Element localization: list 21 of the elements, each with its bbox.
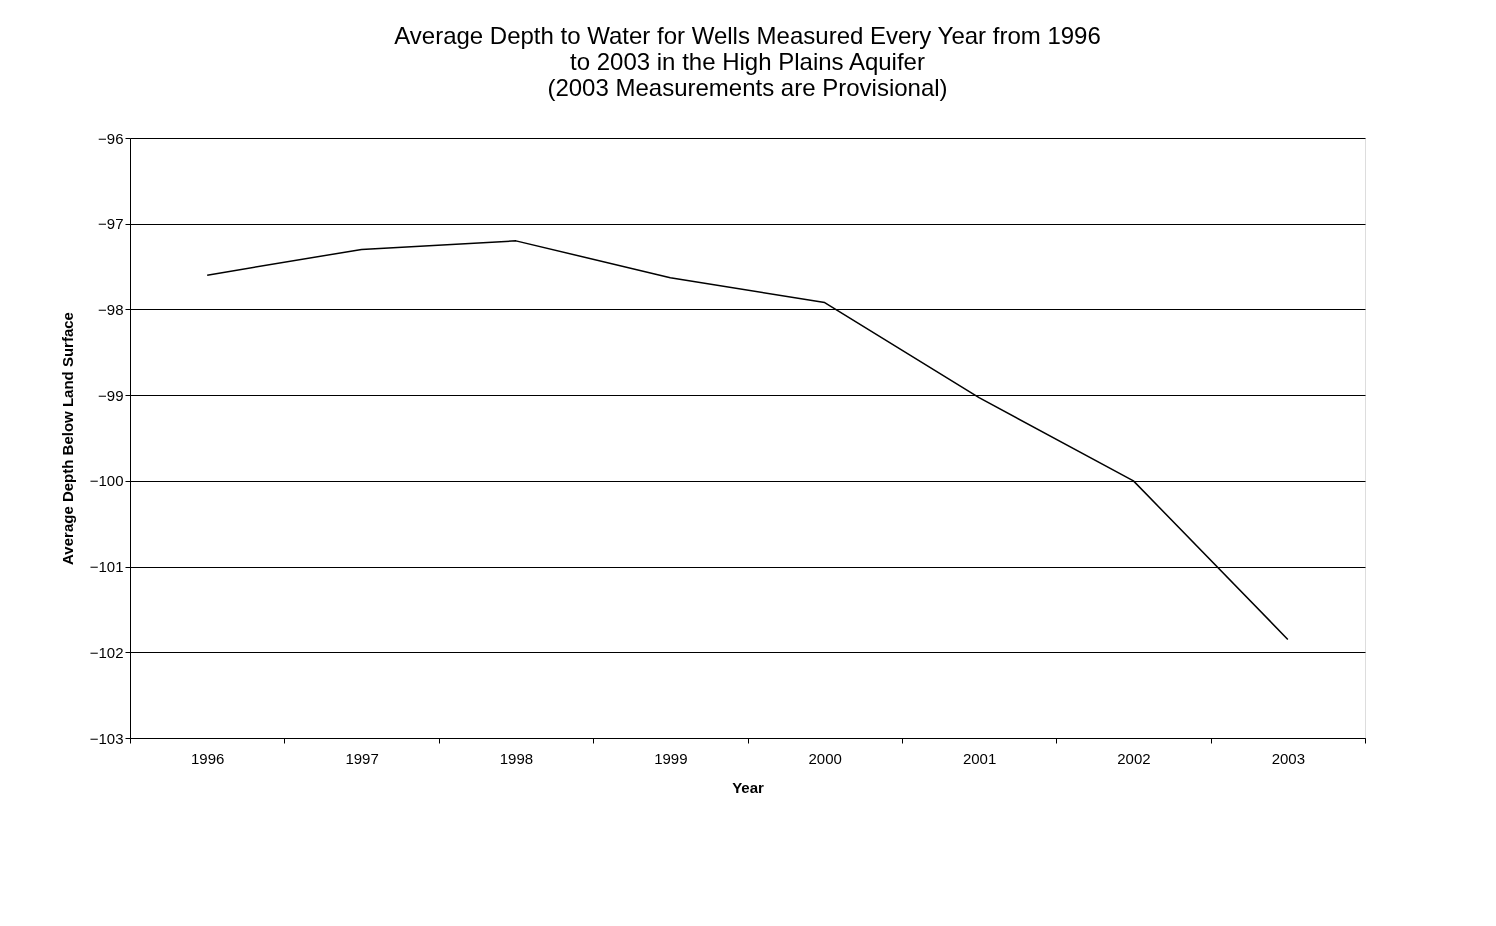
- x-tick-label: 1998: [499, 749, 534, 767]
- x-tick-label: 1997: [345, 749, 379, 767]
- y-tick-label: −103: [89, 729, 124, 747]
- x-tick-label: 2003: [1271, 749, 1305, 767]
- text: to 2003 in the High Plains Aquifer: [570, 48, 925, 75]
- y-tick-label: −100: [89, 472, 124, 490]
- x-tick-label: 2001: [962, 749, 997, 767]
- y-tick-label: −102: [89, 643, 124, 661]
- y-tick-label: −98: [98, 300, 124, 318]
- text: Average Depth to Water for Wells Measured Every Year from 1996: [394, 22, 1101, 49]
- x-tick-label: 2002: [1117, 749, 1151, 767]
- x-tick-label: 1996: [191, 749, 225, 767]
- x-tick-label: 2000: [808, 749, 842, 767]
- y-axis-title: Average Depth Below Land Surface: [58, 312, 76, 565]
- x-tick-label: 1999: [654, 749, 688, 767]
- y-tick-label: −101: [89, 558, 124, 576]
- y-tick-label: −97: [98, 215, 124, 233]
- y-tick-label: −96: [98, 129, 124, 147]
- text: (2003 Measurements are Provisional): [547, 74, 948, 101]
- x-axis-title: Year: [732, 778, 765, 796]
- y-tick-label: −99: [98, 386, 124, 404]
